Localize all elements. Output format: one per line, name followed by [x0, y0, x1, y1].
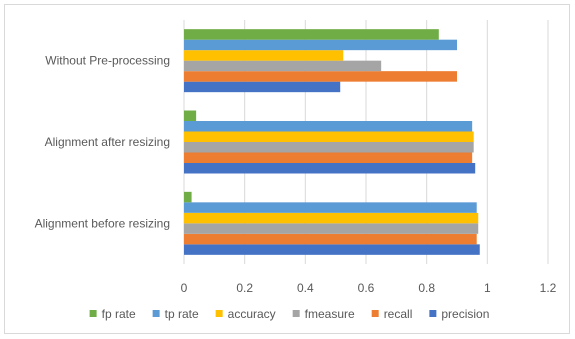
- legend-swatch: [152, 310, 160, 317]
- bar: [184, 142, 474, 153]
- bars: [184, 29, 480, 255]
- bar: [184, 121, 473, 132]
- x-tick-label: 1: [484, 281, 491, 295]
- bar: [184, 39, 457, 51]
- legend-label: accuracy: [228, 307, 276, 321]
- bar: [184, 50, 344, 61]
- legend-swatch: [215, 310, 223, 317]
- legend-label: tp rate: [165, 307, 199, 321]
- x-tick-label: 0: [181, 281, 188, 295]
- bar: [184, 29, 439, 40]
- bar: [184, 152, 473, 163]
- category-label: Without Pre-processing: [45, 54, 170, 68]
- x-tick-labels: 0 0.2 0.4 0.6 0.8 1 1.2: [181, 281, 557, 295]
- bar: [184, 163, 476, 174]
- bar: [184, 244, 480, 255]
- x-tick-label: 0.4: [297, 281, 314, 295]
- bar: [184, 71, 457, 82]
- legend-label: fmeasure: [305, 307, 355, 321]
- legend-label: fp rate: [102, 307, 136, 321]
- x-tick-label: 0.6: [358, 281, 375, 295]
- legend-swatch: [292, 310, 300, 317]
- legend-swatch: [89, 310, 97, 317]
- legend-label: recall: [384, 307, 413, 321]
- bar: [184, 191, 192, 203]
- bar: [184, 110, 197, 121]
- legend-label: precision: [441, 307, 489, 321]
- legend-swatch: [371, 310, 379, 317]
- bar: [184, 212, 479, 224]
- x-tick-label: 0.2: [236, 281, 253, 295]
- x-tick-label: 0.8: [418, 281, 435, 295]
- legend-swatch: [429, 310, 437, 317]
- category-labels: Alignment before resizing Alignment after…: [35, 54, 170, 231]
- bar: [184, 81, 341, 93]
- bar: [184, 131, 474, 142]
- category-label: Alignment after resizing: [45, 135, 170, 149]
- category-label: Alignment before resizing: [35, 216, 170, 230]
- legend: fp rate tp rate accuracy fmeasure recall prec…: [89, 307, 489, 321]
- bar: [184, 223, 479, 234]
- bar: [184, 233, 477, 245]
- x-tick-label: 1.2: [540, 281, 557, 295]
- bar: [184, 202, 477, 213]
- bar: [184, 60, 382, 72]
